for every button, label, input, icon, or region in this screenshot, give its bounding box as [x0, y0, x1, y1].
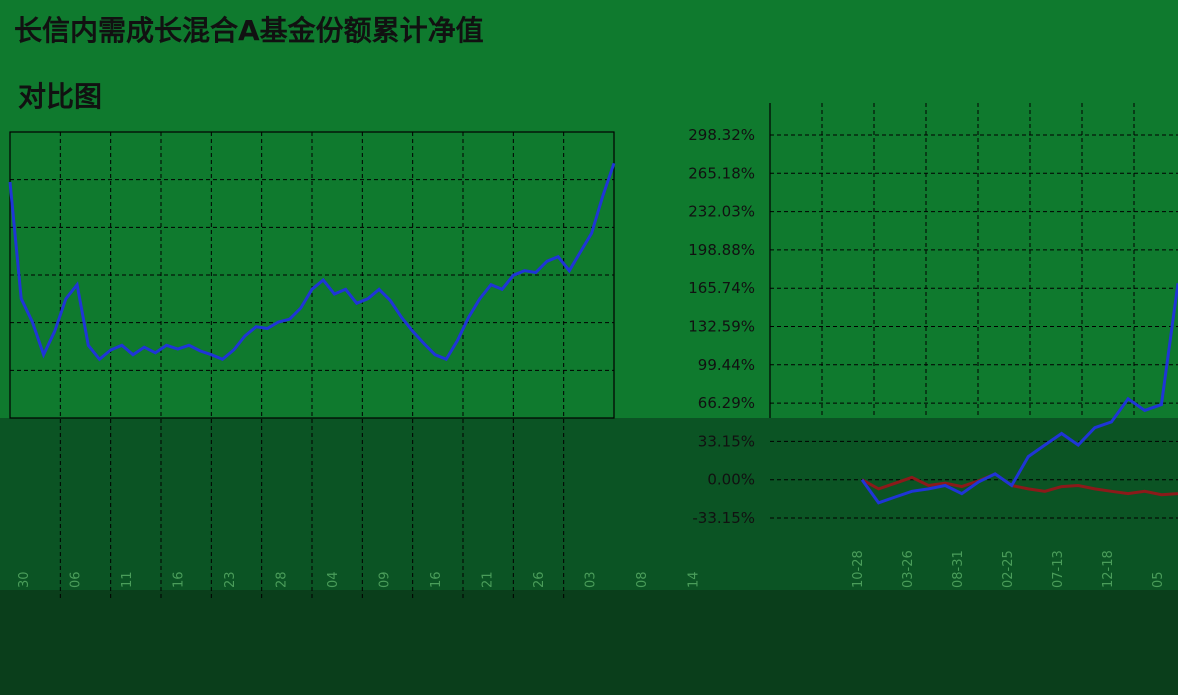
x-tick-label: 23: [223, 571, 238, 588]
x-tick-label: 06: [69, 571, 84, 588]
x-tick-label: 21: [481, 571, 496, 588]
y-tick-label: 99.44%: [698, 356, 755, 374]
y-tick-label: -33.15%: [692, 509, 755, 527]
x-tick-label: 14: [687, 571, 702, 588]
right-chart: 298.32% 265.18% 232.03% 198.88% 165.74% 132.5…: [688, 103, 1178, 588]
right-y-ticks: 298.32% 265.18% 232.03% 198.88% 165.74% 132.5…: [688, 126, 755, 527]
x-tick-label: 12-18: [1101, 550, 1116, 588]
left-plot-frame: [9, 131, 615, 419]
y-tick-label: 0.00%: [707, 471, 755, 489]
x-tick-label: 04: [326, 571, 341, 588]
x-tick-label: 28: [275, 571, 290, 588]
left-fund-line: [8, 162, 616, 362]
y-tick-label: 66.29%: [698, 394, 755, 412]
x-tick-label: 08-31: [951, 550, 966, 588]
bottom-band: [0, 590, 1178, 695]
y-tick-label: 165.74%: [688, 279, 755, 297]
x-tick-label: 03-26: [901, 550, 916, 588]
x-tick-label: 16: [172, 571, 187, 588]
x-tick-label: 11: [120, 571, 135, 588]
x-tick-label: 07-13: [1051, 550, 1066, 588]
y-tick-label: 298.32%: [688, 126, 755, 144]
chart-subtitle: 对比图: [18, 80, 102, 113]
lower-band: [0, 418, 1178, 598]
left-chart: 30 06 11 16 23 28 04 09 16 21 26 03 08 14: [8, 131, 702, 600]
y-tick-label: 265.18%: [688, 164, 755, 182]
x-tick-label: 05: [1151, 571, 1166, 588]
x-tick-label: 09: [378, 571, 393, 588]
y-tick-label: 232.03%: [688, 203, 755, 221]
chart-title: 长信内需成长混合A基金份额累计净值: [14, 14, 484, 47]
right-grid: [770, 103, 1178, 519]
x-tick-label: 08: [635, 571, 650, 588]
x-tick-label: 10-28: [851, 550, 866, 588]
x-tick-label: 16: [429, 571, 444, 588]
x-tick-label: 30: [17, 571, 32, 588]
left-grid: [10, 132, 614, 600]
y-tick-label: 33.15%: [698, 432, 755, 450]
right-compare-line: [861, 472, 1178, 497]
right-fund-line: [860, 283, 1178, 505]
y-tick-label: 198.88%: [688, 241, 755, 259]
left-x-ticks: 30 06 11 16 23 28 04 09 16 21 26 03 08 14: [17, 571, 702, 588]
y-tick-label: 132.59%: [688, 317, 755, 335]
x-tick-label: 02-25: [1001, 550, 1016, 588]
x-tick-label: 26: [532, 571, 547, 588]
right-x-ticks: 10-28 03-26 08-31 02-25 07-13 12-18 05: [851, 550, 1166, 588]
x-tick-label: 03: [584, 571, 599, 588]
